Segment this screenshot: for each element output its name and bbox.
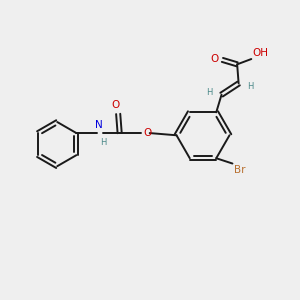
Text: H: H — [206, 88, 212, 97]
Text: O: O — [143, 128, 152, 138]
Text: H: H — [100, 138, 107, 147]
Text: H: H — [247, 82, 254, 91]
Text: OH: OH — [253, 48, 268, 58]
Text: N: N — [94, 119, 102, 130]
Text: Br: Br — [234, 165, 245, 175]
Text: O: O — [211, 54, 219, 64]
Text: O: O — [112, 100, 120, 110]
